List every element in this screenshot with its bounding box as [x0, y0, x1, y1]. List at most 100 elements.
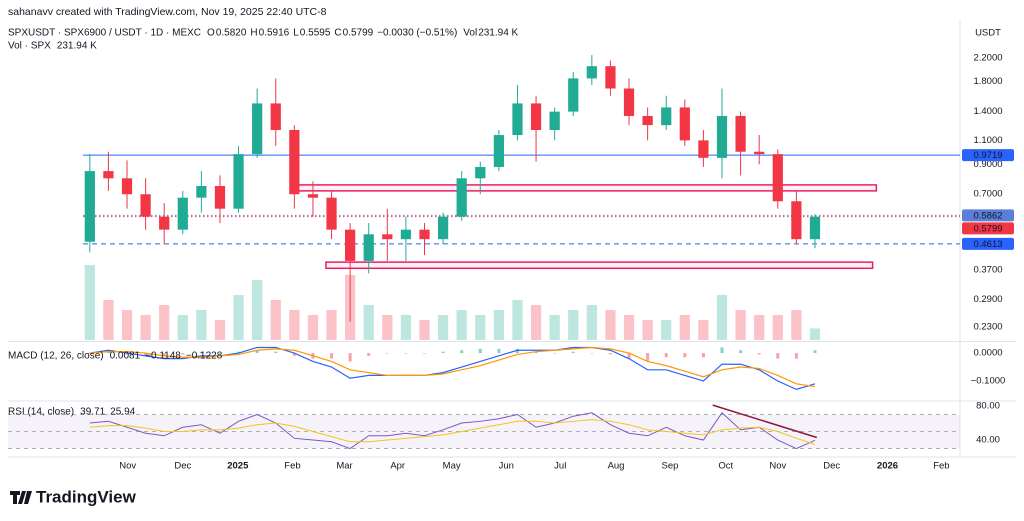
candle-body — [159, 216, 170, 230]
macd-histogram-bar — [199, 351, 203, 354]
rsi-line — [89, 412, 816, 450]
candle-body — [698, 140, 709, 158]
volume-title: Vol · SPX — [8, 41, 51, 52]
volume-bar — [252, 280, 263, 340]
volume-bar — [530, 305, 542, 340]
macd-histogram-bar — [404, 353, 408, 354]
indicator-title: RSI (14, close) — [8, 407, 74, 418]
logo: TradingView — [10, 487, 137, 506]
zone — [325, 261, 874, 270]
x-tick-label: Feb — [284, 461, 300, 472]
candle-body — [419, 229, 430, 240]
macd-histogram-bar — [106, 351, 110, 354]
y-tick-label: 40.00 — [976, 435, 1000, 446]
volume-bar — [159, 305, 170, 340]
candle-body — [103, 171, 114, 179]
candle-body — [345, 229, 356, 261]
macd-histogram-bar — [515, 348, 519, 354]
candle-body — [661, 107, 672, 126]
candle-body — [679, 107, 690, 141]
candle-body — [493, 135, 504, 167]
y-tick-label: 0.7000 — [973, 189, 1002, 200]
macd-histogram-bar — [330, 353, 334, 359]
volume-bar — [679, 315, 690, 340]
indicator-title: MACD (12, 26, close) — [8, 351, 104, 362]
price-badge — [962, 149, 1014, 162]
macd-histogram-bar — [292, 353, 296, 356]
x-tick-label: Mar — [336, 461, 352, 472]
ohlc-value: 0.5916 — [259, 28, 290, 39]
ohlc-name: C — [334, 28, 341, 39]
x-tick-label: 2026 — [877, 461, 898, 472]
volume-bar — [772, 315, 783, 340]
volume-bar — [196, 310, 207, 340]
volume-name: Vol — [463, 28, 477, 39]
macd-histogram-bar — [367, 353, 371, 356]
macd-histogram-bar — [701, 353, 705, 358]
candle-body — [233, 154, 244, 209]
volume-bar — [642, 320, 653, 340]
macd-histogram-bar — [348, 353, 352, 362]
price-badge-label: 0.9719 — [973, 150, 1002, 161]
candle-body — [121, 178, 133, 195]
ohlc-name: O — [207, 28, 215, 39]
candle-body — [809, 216, 821, 240]
volume-bar — [661, 320, 672, 340]
volume-bar — [214, 320, 226, 340]
x-tick-label: Sep — [661, 461, 678, 472]
candle-body — [326, 197, 337, 230]
volume-bar — [437, 315, 449, 340]
volume-bar — [233, 295, 244, 340]
macd-histogram-bar — [441, 351, 445, 354]
volume-bar — [121, 310, 133, 340]
macd-histogram-bar — [590, 353, 594, 354]
macd-histogram-bar — [664, 353, 668, 358]
price-badge-label: 0.5799 — [973, 223, 1002, 234]
macd-histogram-bar — [553, 353, 557, 354]
y-tick-label: 0.2900 — [973, 294, 1002, 305]
price-badge — [962, 237, 1014, 250]
price-badge-label: 0.5862 — [973, 210, 1002, 221]
candle-body — [735, 115, 746, 152]
x-tick-label: Feb — [933, 461, 949, 472]
ohlc-name: H — [250, 28, 257, 39]
y-tick-label: 80.00 — [976, 401, 1000, 412]
candle-body — [586, 66, 597, 79]
volume-title-value: 231.94 K — [57, 41, 97, 52]
volume-bar — [140, 315, 151, 340]
macd-histogram-bar — [683, 353, 687, 358]
volume-bar — [754, 315, 765, 340]
volume-bar — [698, 320, 709, 340]
volume-bar — [400, 315, 412, 340]
macd-histogram-bar — [125, 353, 129, 355]
candle-body — [382, 234, 393, 240]
volume-bar — [475, 315, 486, 340]
volume-bar — [568, 310, 579, 340]
y-tick-label: 0.0000 — [973, 348, 1002, 359]
rsi-line — [89, 419, 816, 445]
candle-body — [214, 186, 226, 209]
indicator-value: −0.1148 — [145, 351, 181, 362]
macd-line — [89, 346, 816, 388]
candle-body — [140, 194, 151, 217]
candle-body — [437, 216, 449, 240]
macd-histogram-bar — [757, 353, 761, 355]
ohlc-name: L — [293, 28, 299, 39]
macd-histogram-bar — [385, 353, 389, 354]
macd-histogram-bar — [813, 350, 817, 354]
macd-histogram-bar — [571, 351, 575, 354]
candle-body — [530, 103, 542, 130]
volume-bar — [326, 310, 337, 340]
indicator-value: −0.1228 — [186, 351, 223, 362]
macd-histogram-bar — [218, 353, 222, 354]
volume-bar — [735, 310, 746, 340]
y-tick-label: 0.3700 — [973, 265, 1002, 276]
candle-body — [623, 88, 635, 116]
macd-histogram-bar — [274, 351, 278, 354]
indicator-value: 39.71 — [80, 407, 105, 418]
candle-body — [270, 103, 281, 130]
macd-histogram-bar — [627, 353, 631, 359]
ohlc-value: 0.5799 — [343, 28, 374, 39]
candle-body — [568, 78, 579, 112]
candle-body — [475, 166, 486, 179]
